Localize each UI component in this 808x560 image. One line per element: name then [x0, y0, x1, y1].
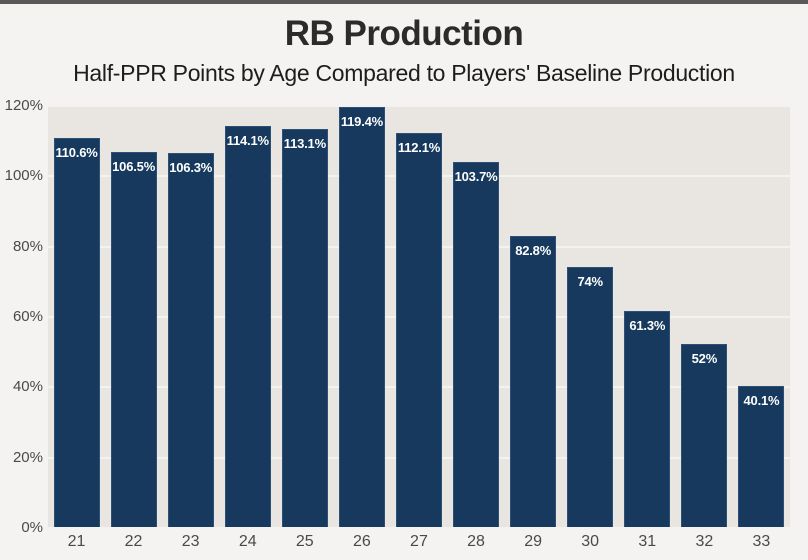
bar-value-label: 103.7%: [454, 169, 498, 185]
x-tick-label-22: 22: [124, 533, 143, 550]
bar-age-22: 106.5%: [110, 152, 157, 527]
bar-age-32: 52%: [681, 344, 728, 527]
x-tick-label-21: 21: [67, 533, 86, 550]
y-tick-label-40%: 40%: [12, 378, 43, 396]
bar-value-label: 106.3%: [169, 160, 213, 176]
bar-value-label: 74%: [577, 273, 604, 289]
x-tick-label-29: 29: [524, 533, 542, 550]
gridline-120%: [48, 105, 790, 107]
bar-age-23: 106.3%: [167, 153, 214, 527]
bar-age-25: 113.1%: [281, 129, 328, 527]
x-tick-label-23: 23: [181, 533, 200, 550]
bar-value-label: 61.3%: [629, 318, 666, 334]
x-tick-label-33: 33: [752, 533, 771, 550]
chart-subtitle: Half-PPR Points by Age Compared to Playe…: [73, 60, 735, 86]
chart-title: RB Production: [284, 14, 524, 53]
bar-value-label: 40.1%: [743, 392, 780, 408]
x-tick-label-31: 31: [638, 533, 657, 550]
y-tick-label-60%: 60%: [12, 308, 43, 325]
y-tick-label-20%: 20%: [12, 448, 43, 466]
bar-value-label: 52%: [691, 351, 718, 367]
top-accent-strip: [0, 0, 808, 4]
x-tick-label-32: 32: [695, 533, 714, 550]
bar-age-31: 61.3%: [624, 311, 671, 527]
x-tick-label-26: 26: [352, 533, 371, 550]
bar-age-24: 114.1%: [224, 125, 271, 527]
x-tick-label-27: 27: [410, 533, 428, 550]
bar-age-29: 82.8%: [510, 235, 557, 527]
x-tick-label-24: 24: [238, 533, 257, 550]
bar-age-21: 110.6%: [53, 138, 100, 527]
bar-age-28: 103.7%: [453, 162, 500, 527]
bar-value-label: 113.1%: [283, 136, 326, 152]
x-tick-label-30: 30: [581, 533, 600, 550]
y-tick-label-80%: 80%: [12, 237, 43, 255]
bar-value-label: 114.1%: [226, 132, 269, 148]
bar-value-label: 82.8%: [515, 242, 552, 258]
x-tick-label-28: 28: [467, 533, 485, 550]
bar-value-label: 110.6%: [55, 145, 98, 161]
x-tick-label-25: 25: [295, 533, 314, 550]
bar-value-label: 119.4%: [340, 114, 384, 130]
bar-value-label: 106.5%: [112, 159, 156, 175]
bar-value-label: 112.1%: [397, 139, 441, 155]
bar-age-30: 74%: [567, 266, 614, 527]
plot-area: 110.6% 106.5% 106.3% 114.1% 113.1% 119.4% 112.…: [48, 105, 790, 527]
y-tick-label-0%: 0%: [21, 519, 43, 536]
y-tick-label-100%: 100%: [4, 167, 43, 185]
y-tick-label-120%: 120%: [4, 97, 43, 114]
bar-age-27: 112.1%: [396, 132, 442, 527]
bar-age-33: 40.1%: [738, 385, 785, 527]
bar-age-26: 119.4%: [338, 107, 385, 527]
